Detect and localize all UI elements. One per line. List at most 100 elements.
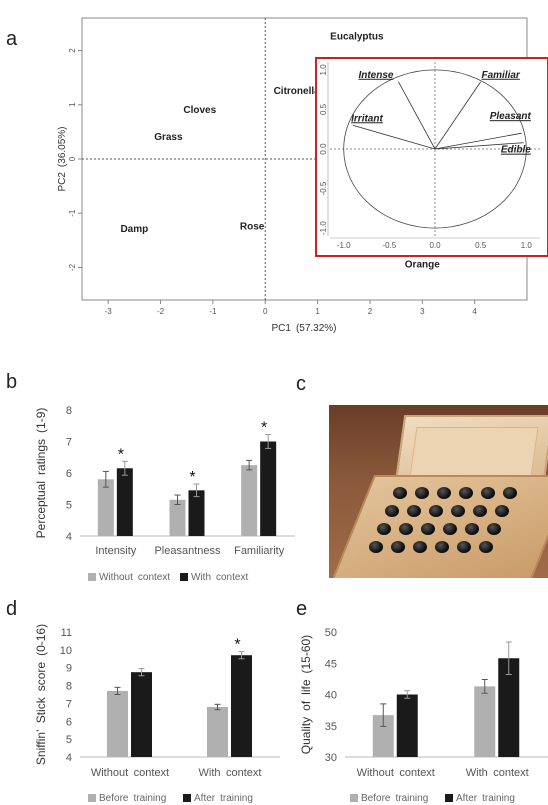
pen-cap — [459, 487, 473, 499]
y-tick-label: 6 — [66, 468, 72, 480]
inset-y-tick-label: 0.0 — [319, 143, 328, 155]
pen-cap — [443, 523, 457, 535]
bar-1-1 — [498, 658, 520, 757]
vector-pleasant — [434, 132, 522, 150]
panel-label-d: d — [6, 598, 17, 620]
pen-cap — [487, 523, 501, 535]
category-label: Without context — [357, 767, 435, 779]
inset-x-tick-label: 1.0 — [521, 241, 533, 250]
legend-swatch — [88, 573, 96, 581]
inset-y-tick-label: -0.5 — [319, 181, 328, 195]
pen-cap — [435, 541, 449, 553]
bar-0-0 — [107, 690, 128, 757]
y-tick-label: 9 — [66, 663, 72, 675]
vector-label-familiar: Familiar — [481, 70, 520, 81]
pca-y-tick-label: -2 — [68, 263, 77, 271]
significance-marker: * — [261, 420, 267, 437]
pen-cap — [393, 487, 407, 499]
pen-cap — [495, 505, 509, 517]
inset-x-tick-label: -1.0 — [337, 241, 351, 250]
inset-y-tick-label: 0.5 — [319, 103, 328, 115]
legend-label: With context — [191, 572, 248, 583]
pen-cap — [437, 487, 451, 499]
panel-label-e: e — [296, 598, 307, 620]
y-tick-label: 40 — [325, 690, 337, 702]
pca-x-tick-label: 2 — [368, 307, 373, 316]
y-tick-label: 5 — [66, 500, 72, 512]
significance-marker: * — [234, 637, 240, 654]
significance-marker: * — [189, 469, 195, 486]
pca-x-tick-label: -2 — [157, 307, 165, 316]
bar-1-0 — [207, 707, 228, 757]
vector-label-edible: Edible — [501, 145, 531, 156]
pen-cap — [377, 523, 391, 535]
pen-cap — [473, 505, 487, 517]
y-tick-label: 35 — [325, 721, 337, 733]
significance-marker: * — [118, 446, 124, 463]
legend-label: Without context — [99, 572, 170, 583]
inset-x-tick-label: 0.0 — [429, 241, 441, 250]
inset-y-tick-label: 1.0 — [319, 64, 328, 76]
pca-point-orange: Orange — [405, 259, 440, 270]
pca-x-tick-label: 4 — [472, 307, 477, 316]
vector-familiar — [434, 81, 481, 150]
y-tick-label: 6 — [66, 716, 72, 728]
category-label: With context — [199, 767, 262, 779]
legend-swatch — [183, 794, 191, 802]
bar-0-1 — [116, 468, 133, 536]
pca-y-axis-label: PC2 (36.05%) — [57, 126, 68, 191]
pen-cap — [481, 487, 495, 499]
pen-cap — [415, 487, 429, 499]
pen-cap — [479, 541, 493, 553]
pen-cap — [413, 541, 427, 553]
pca-y-tick-label: 0 — [68, 156, 77, 161]
panel-label-a: a — [6, 28, 18, 50]
pen-cap — [369, 541, 383, 553]
y-tick-label: 8 — [66, 405, 72, 417]
bar-0-0 — [97, 479, 114, 536]
correlation-circle: -1.0 -0.5 0.0 0.5 1.0 1.0 0.5 0.0 -0.5 -1.0 Intens… — [319, 62, 540, 250]
y-tick-label: 4 — [66, 752, 72, 764]
pen-cap — [429, 505, 443, 517]
bar-0-1 — [131, 672, 152, 757]
y-axis-label: Perceptual ratings (1-9) — [34, 408, 48, 539]
category-label: Pleasantness — [154, 545, 221, 557]
bar-1-1 — [231, 655, 252, 757]
pca-x-tick-label: 0 — [263, 307, 268, 316]
bar-1-1 — [188, 490, 205, 536]
category-label: Intensity — [95, 545, 136, 557]
y-tick-label: 45 — [325, 658, 337, 670]
bar-1-0 — [474, 686, 496, 757]
legend-swatch — [88, 794, 96, 802]
bar-2-1 — [260, 441, 277, 536]
legend-label: Before training — [99, 793, 166, 804]
vector-irritant — [352, 124, 436, 150]
y-axis-label: Sniffin’ Stick score (0-16) — [34, 624, 48, 765]
inset-x-tick-label: -0.5 — [382, 241, 396, 250]
pen-cap — [451, 505, 465, 517]
y-tick-label: 7 — [66, 437, 72, 449]
pca-ticks: -3 -2 -1 0 1 2 3 4 2 1 0 -1 -2 — [68, 48, 477, 316]
pca-y-tick-label: 1 — [68, 102, 77, 107]
legend-label: Before training — [361, 793, 428, 804]
y-tick-label: 50 — [325, 627, 337, 639]
sniffin-sticks-box-photo — [329, 405, 548, 578]
vector-label-irritant: Irritant — [351, 113, 383, 124]
category-label: Familiarity — [234, 545, 285, 557]
legend-swatch — [180, 573, 188, 581]
y-tick-label: 5 — [66, 734, 72, 746]
sniffin-stick-chart: 11 10 9 8 7 6 5 4 Without context * With context Sn… — [34, 624, 280, 804]
pca-x-axis-label: PC1 (57.32%) — [271, 323, 336, 334]
pen-cap — [385, 505, 399, 517]
quality-of-life-chart: 50 45 40 35 30 Without context With context Qua… — [299, 627, 548, 804]
pca-points: Eucalyptus Citronella Cloves Grass Damp Rose O… — [120, 32, 440, 271]
vector-intense — [398, 81, 436, 150]
pca-point-cloves: Cloves — [183, 105, 216, 116]
bar-0-0 — [372, 715, 394, 757]
correlation-circle-inset — [315, 57, 548, 257]
pca-y-tick-label: 2 — [68, 48, 77, 53]
y-tick-label: 30 — [325, 752, 337, 764]
category-label: With context — [466, 767, 529, 779]
inset-y-tick-label: -1.0 — [319, 221, 328, 235]
